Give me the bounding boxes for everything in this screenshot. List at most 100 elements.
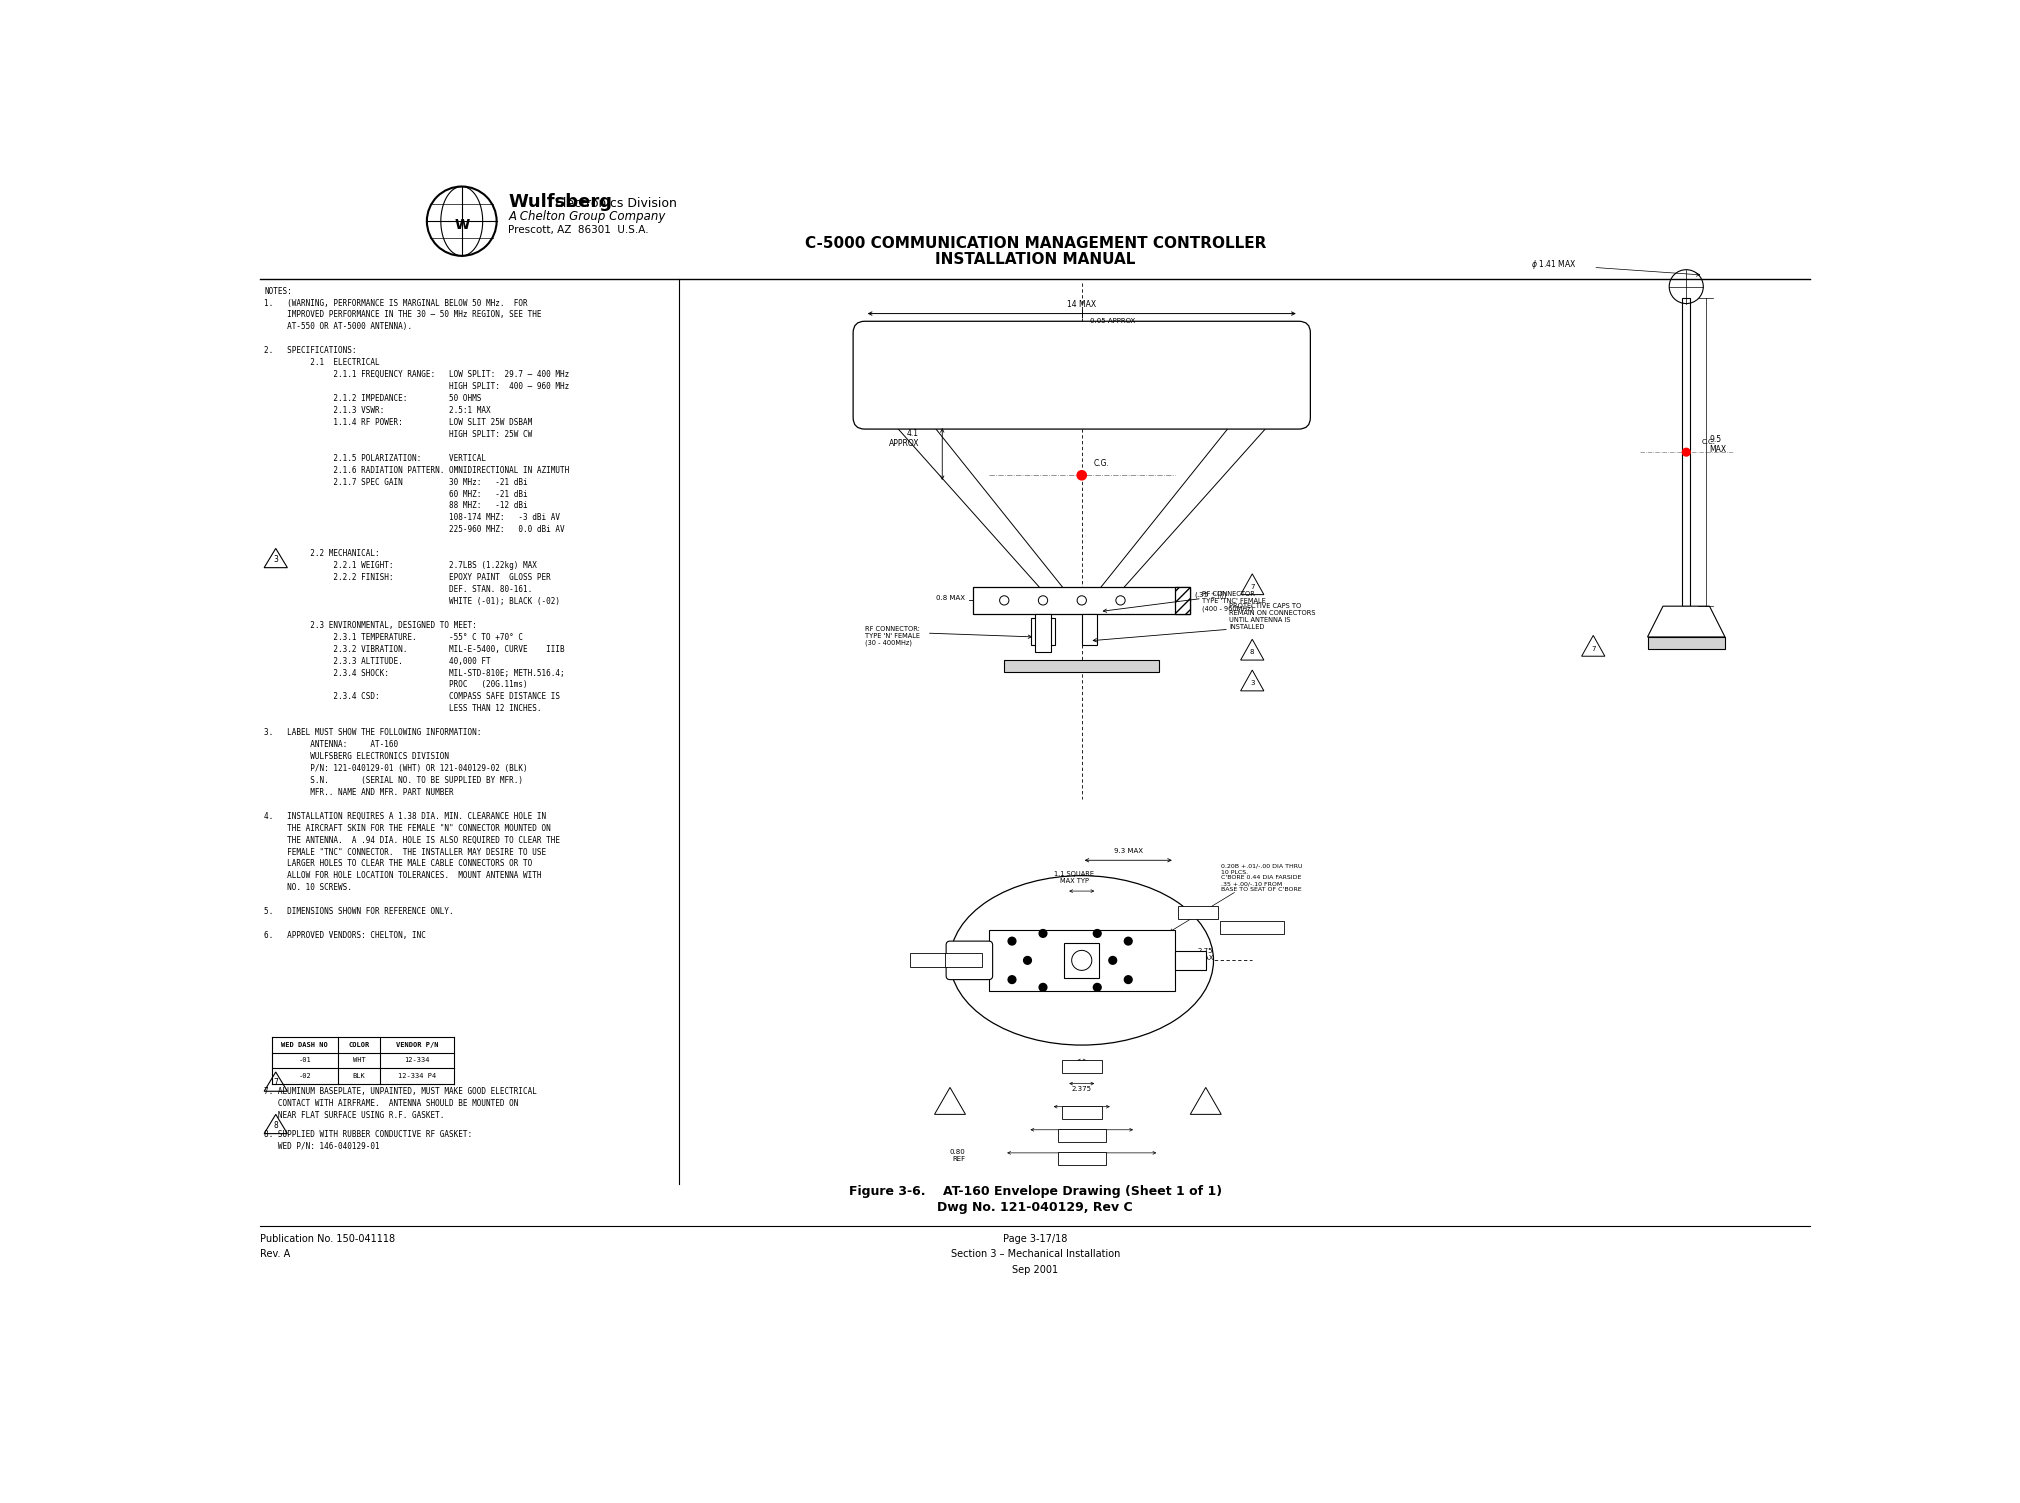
- Text: Electronics Division: Electronics Division: [556, 197, 677, 210]
- Text: 7.500: 7.500: [1073, 1153, 1093, 1159]
- FancyBboxPatch shape: [1176, 951, 1206, 969]
- Text: C.C.: C.C.: [1701, 439, 1715, 445]
- Text: WHITE (-01); BLACK (-02): WHITE (-01); BLACK (-02): [265, 597, 560, 606]
- Text: WHT: WHT: [354, 1058, 366, 1064]
- Text: WED DASH NO: WED DASH NO: [281, 1042, 327, 1048]
- Text: CONTACT WITH AIRFRAME.  ANTENNA SHOULD BE MOUNTED ON: CONTACT WITH AIRFRAME. ANTENNA SHOULD BE…: [265, 1099, 519, 1108]
- FancyBboxPatch shape: [1083, 613, 1097, 645]
- FancyBboxPatch shape: [1004, 660, 1159, 672]
- Text: 8: 8: [273, 1121, 279, 1130]
- Text: 2.3.4 CSD:               COMPASS SAFE DISTANCE IS: 2.3.4 CSD: COMPASS SAFE DISTANCE IS: [265, 693, 560, 702]
- Text: 0.20B +.01/-.00 DIA THRU
10 PLCS.
C'BORE 0.44 DIA FARSIDE
.35 +.00/-.10 FROM
BAS: 0.20B +.01/-.00 DIA THRU 10 PLCS. C'BORE…: [1222, 864, 1303, 893]
- Text: ANTENNA:     AT-160: ANTENNA: AT-160: [265, 739, 398, 748]
- FancyBboxPatch shape: [1034, 613, 1050, 652]
- Text: 108-174 MHZ:   -3 dBi AV: 108-174 MHZ: -3 dBi AV: [265, 514, 560, 523]
- Text: 14 MAX: 14 MAX: [1067, 301, 1097, 310]
- Polygon shape: [1240, 639, 1265, 660]
- Text: 1.687: 1.687: [953, 956, 974, 962]
- Text: Prescott, AZ  86301  U.S.A.: Prescott, AZ 86301 U.S.A.: [509, 225, 648, 234]
- Polygon shape: [265, 549, 287, 568]
- Text: $\phi$ 1.41 MAX: $\phi$ 1.41 MAX: [1531, 259, 1578, 272]
- Text: 7: 7: [1204, 1102, 1208, 1111]
- Text: 3.75: 3.75: [1075, 1108, 1089, 1114]
- Text: (.35 $^{+.18}_{-.10}$): (.35 $^{+.18}_{-.10}$): [1194, 589, 1228, 603]
- Text: Rev. A: Rev. A: [261, 1249, 291, 1260]
- Text: FEMALE "TNC" CONNECTOR.  THE INSTALLER MAY DESIRE TO USE: FEMALE "TNC" CONNECTOR. THE INSTALLER MA…: [265, 848, 545, 857]
- Text: 2.3.1 TEMPERATURE.       -55° C TO +70° C: 2.3.1 TEMPERATURE. -55° C TO +70° C: [265, 633, 523, 642]
- FancyBboxPatch shape: [974, 586, 1190, 613]
- Text: A Chelton Group Company: A Chelton Group Company: [509, 209, 667, 222]
- FancyBboxPatch shape: [1058, 1129, 1105, 1142]
- FancyBboxPatch shape: [1683, 298, 1691, 606]
- Text: 1.1.4 RF POWER:          LOW SLIT 25W DSBAM: 1.1.4 RF POWER: LOW SLIT 25W DSBAM: [265, 418, 533, 427]
- Text: NEAR FLAT SURFACE USING R.F. GASKET.: NEAR FLAT SURFACE USING R.F. GASKET.: [265, 1111, 444, 1120]
- Text: 2.375: 2.375: [1073, 1087, 1091, 1093]
- Text: 88 MHZ:   -12 dBi: 88 MHZ: -12 dBi: [265, 502, 527, 511]
- Text: PROTECTIVE CAPS TO
REMAIN ON CONNECTORS
UNTIL ANTENNA IS
INSTALLED: PROTECTIVE CAPS TO REMAIN ON CONNECTORS …: [1228, 603, 1315, 630]
- Circle shape: [1024, 956, 1032, 965]
- Text: 2.75
MAX: 2.75 MAX: [1198, 948, 1214, 962]
- Text: 0.80
REF: 0.80 REF: [949, 1148, 966, 1162]
- Polygon shape: [265, 1072, 287, 1091]
- Text: 9.5
MAX: 9.5 MAX: [1709, 434, 1727, 454]
- Text: NO. 10 SCREWS.: NO. 10 SCREWS.: [265, 884, 351, 893]
- Polygon shape: [265, 1114, 287, 1133]
- Text: S.N.       (SERIAL NO. TO BE SUPPLIED BY MFR.): S.N. (SERIAL NO. TO BE SUPPLIED BY MFR.): [265, 776, 523, 785]
- Text: LARGER HOLES TO CLEAR THE MALE CABLE CONNECTORS OR TO: LARGER HOLES TO CLEAR THE MALE CABLE CON…: [265, 860, 533, 869]
- Text: 2.   SPECIFICATIONS:: 2. SPECIFICATIONS:: [265, 346, 358, 355]
- Text: WED P/N: 146-040129-01: WED P/N: 146-040129-01: [265, 1142, 380, 1151]
- Circle shape: [1683, 448, 1691, 455]
- FancyBboxPatch shape: [1032, 618, 1054, 645]
- Text: 8: 8: [1250, 649, 1254, 655]
- Polygon shape: [1190, 1087, 1222, 1114]
- Text: 0.05 APPROX: 0.05 APPROX: [1089, 317, 1135, 323]
- Ellipse shape: [949, 876, 1214, 1045]
- Text: 2.1.3 VSWR:              2.5:1 MAX: 2.1.3 VSWR: 2.5:1 MAX: [265, 406, 491, 415]
- Polygon shape: [1240, 574, 1265, 595]
- FancyBboxPatch shape: [1065, 942, 1099, 977]
- Text: INSTALLATION MANUAL: INSTALLATION MANUAL: [935, 251, 1135, 266]
- Circle shape: [1008, 938, 1016, 945]
- Text: 2.1.5 POLARIZATION:      VERTICAL: 2.1.5 POLARIZATION: VERTICAL: [265, 454, 487, 463]
- FancyBboxPatch shape: [945, 953, 982, 968]
- Text: VENDOR P/N: VENDOR P/N: [396, 1042, 438, 1048]
- Text: AT-550 OR AT-5000 ANTENNA).: AT-550 OR AT-5000 ANTENNA).: [265, 323, 412, 332]
- Text: W: W: [454, 218, 469, 231]
- FancyBboxPatch shape: [911, 953, 947, 968]
- Circle shape: [1093, 983, 1101, 990]
- Polygon shape: [1648, 606, 1725, 637]
- Text: 12-334: 12-334: [404, 1058, 430, 1064]
- Text: 2.3.4 SHOCK:             MIL-STD-810E; METH.516.4;: 2.3.4 SHOCK: MIL-STD-810E; METH.516.4;: [265, 669, 566, 678]
- Circle shape: [1093, 929, 1101, 938]
- FancyBboxPatch shape: [1220, 921, 1285, 935]
- Text: P/N: 121-040129-01 (WHT) OR 121-040129-02 (BLK): P/N: 121-040129-01 (WHT) OR 121-040129-0…: [265, 764, 527, 773]
- Text: 2.3.2 VIBRATION.         MIL-E-5400, CURVE    IIIB: 2.3.2 VIBRATION. MIL-E-5400, CURVE IIIB: [265, 645, 566, 654]
- Polygon shape: [1240, 670, 1265, 691]
- Text: 2.2.1 WEIGHT:            2.7LBS (1.22kg) MAX: 2.2.1 WEIGHT: 2.7LBS (1.22kg) MAX: [265, 561, 537, 570]
- Text: 3.   LABEL MUST SHOW THE FOLLOWING INFORMATION:: 3. LABEL MUST SHOW THE FOLLOWING INFORMA…: [265, 729, 481, 736]
- Circle shape: [1125, 938, 1131, 945]
- Text: 4.1
APPROX: 4.1 APPROX: [889, 428, 919, 448]
- Text: 2.1  ELECTRICAL: 2.1 ELECTRICAL: [265, 358, 380, 367]
- Text: 1.125: 1.125: [1188, 906, 1208, 912]
- FancyBboxPatch shape: [988, 929, 1176, 990]
- Text: BLK: BLK: [354, 1073, 366, 1079]
- Text: 7: 7: [1592, 645, 1596, 651]
- Text: Page 3-17/18: Page 3-17/18: [1004, 1234, 1067, 1243]
- Text: $\oplus$ 0.015 $\oslash$: $\oplus$ 0.015 $\oslash$: [1236, 921, 1269, 929]
- Text: RF CONNECTOR:
TYPE 'N' FEMALE
(30 - 400MHz): RF CONNECTOR: TYPE 'N' FEMALE (30 - 400M…: [865, 625, 919, 646]
- Text: ALLOW FOR HOLE LOCATION TOLERANCES.  MOUNT ANTENNA WITH: ALLOW FOR HOLE LOCATION TOLERANCES. MOUN…: [265, 872, 541, 881]
- Text: 2.1.7 SPEC GAIN          30 MHz:   -21 dBi: 2.1.7 SPEC GAIN 30 MHz: -21 dBi: [265, 478, 527, 487]
- Text: 2.3.3 ALTITUDE.          40,000 FT: 2.3.3 ALTITUDE. 40,000 FT: [265, 657, 491, 666]
- Circle shape: [1038, 983, 1046, 990]
- FancyBboxPatch shape: [1178, 906, 1218, 918]
- Text: 1.875: 1.875: [1073, 1061, 1093, 1067]
- Text: 1.837: 1.837: [919, 956, 939, 962]
- Text: MFR.. NAME AND MFR. PART NUMBER: MFR.. NAME AND MFR. PART NUMBER: [265, 788, 454, 797]
- FancyBboxPatch shape: [1063, 1060, 1101, 1073]
- Text: -02: -02: [299, 1073, 311, 1079]
- Text: WULFSBERG ELECTRONICS DIVISION: WULFSBERG ELECTRONICS DIVISION: [265, 752, 448, 761]
- Text: 1.   (WARNING, PERFORMANCE IS MARGINAL BELOW 50 MHz.  FOR: 1. (WARNING, PERFORMANCE IS MARGINAL BEL…: [265, 299, 527, 308]
- Text: 7: 7: [1250, 585, 1254, 589]
- Text: 2.2.2 FINISH:            EPOXY PAINT  GLOSS PER: 2.2.2 FINISH: EPOXY PAINT GLOSS PER: [265, 573, 551, 582]
